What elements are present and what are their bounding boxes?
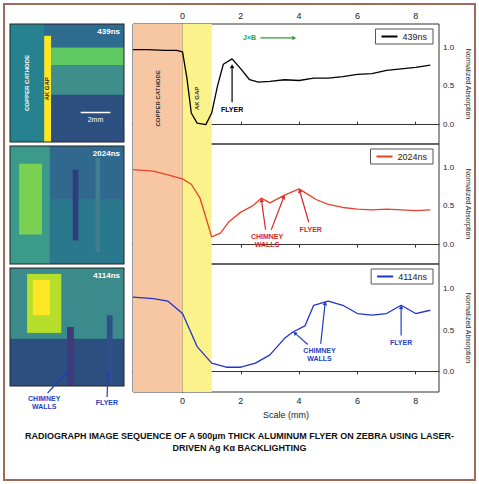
- svg-text:6: 6: [355, 396, 360, 406]
- svg-text:2: 2: [238, 396, 243, 406]
- svg-text:FLYER: FLYER: [221, 106, 243, 113]
- html-text:RADIOGRAPH IMAGE SEQUENCE OF A: RADIOGRAPH IMAGE SEQUENCE OF A 500µm THI…: [25, 431, 454, 453]
- svg-text:CHIMNEY: CHIMNEY: [251, 233, 284, 240]
- svg-text:1.0: 1.0: [443, 163, 455, 172]
- svg-text:2024ns: 2024ns: [397, 152, 427, 162]
- svg-text:0.5: 0.5: [443, 81, 455, 90]
- svg-text:6: 6: [355, 11, 360, 21]
- svg-text:COPPER CATHODE: COPPER CATHODE: [24, 55, 30, 111]
- svg-text:439ns: 439ns: [97, 27, 120, 36]
- svg-text:8: 8: [413, 11, 418, 21]
- svg-text:2: 2: [238, 11, 243, 21]
- svg-text:WALLS: WALLS: [307, 355, 332, 362]
- svg-text:4114ns: 4114ns: [93, 271, 120, 280]
- svg-text:0.5: 0.5: [443, 326, 455, 335]
- svg-text:2mm: 2mm: [88, 116, 104, 123]
- svg-text:0: 0: [180, 11, 185, 21]
- svg-text:4: 4: [297, 396, 302, 406]
- svg-text:0.0: 0.0: [443, 120, 455, 129]
- svg-text:J×B: J×B: [243, 34, 256, 41]
- svg-text:Normalized Absorption: Normalized Absorption: [464, 169, 472, 240]
- svg-text:1.0: 1.0: [443, 43, 455, 52]
- svg-text:FLYER: FLYER: [96, 399, 118, 406]
- svg-text:FLYER: FLYER: [390, 339, 412, 346]
- svg-text:CHIMNEY: CHIMNEY: [303, 347, 336, 354]
- svg-text:2024ns: 2024ns: [93, 149, 121, 158]
- svg-text:COPPER CATHODE: COPPER CATHODE: [155, 70, 161, 126]
- svg-text:Scale (mm): Scale (mm): [263, 410, 309, 420]
- svg-text:AK GAP: AK GAP: [44, 77, 50, 100]
- svg-text:1.0: 1.0: [443, 284, 455, 293]
- svg-text:Normalized Absorption: Normalized Absorption: [464, 49, 472, 120]
- svg-text:4114ns: 4114ns: [398, 272, 427, 282]
- svg-text:0.0: 0.0: [443, 240, 455, 249]
- svg-text:Normalized Absorption: Normalized Absorption: [464, 293, 472, 364]
- svg-text:4: 4: [297, 11, 302, 21]
- svg-text:0.5: 0.5: [443, 201, 455, 210]
- svg-text:0: 0: [180, 396, 185, 406]
- svg-text:0.0: 0.0: [443, 367, 455, 376]
- svg-text:CHIMNEYWALLS: CHIMNEYWALLS: [28, 395, 61, 410]
- svg-text:FLYER: FLYER: [300, 226, 322, 233]
- svg-text:AK GAP: AK GAP: [194, 87, 200, 110]
- svg-text:8: 8: [413, 396, 418, 406]
- svg-text:WALLS: WALLS: [255, 241, 280, 248]
- svg-text:439ns: 439ns: [402, 32, 427, 42]
